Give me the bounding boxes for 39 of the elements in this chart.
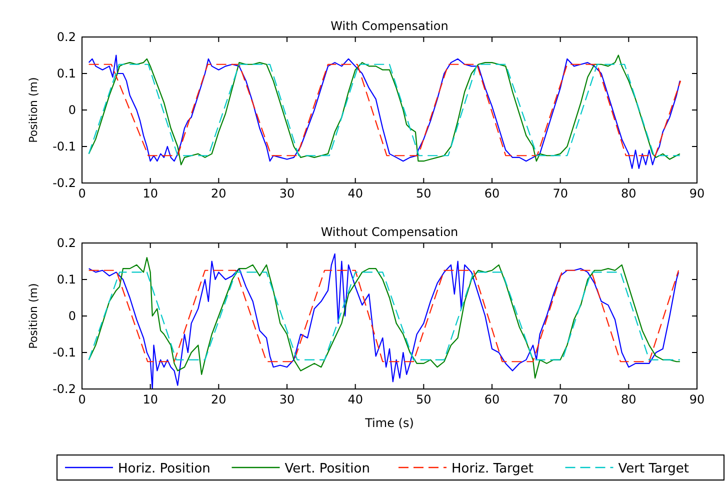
y-tick-label: 0 bbox=[68, 308, 76, 323]
x-tick-label: 80 bbox=[621, 186, 636, 201]
y-tick-label: 0.1 bbox=[56, 272, 76, 286]
y-axis-title: Position (m) bbox=[27, 283, 40, 349]
x-tick-label: 70 bbox=[552, 392, 568, 407]
x-tick-label: 90 bbox=[689, 392, 705, 407]
x-tick-label: 0 bbox=[78, 186, 86, 201]
x-tick-label: 50 bbox=[416, 186, 432, 201]
x-tick-label: 40 bbox=[348, 186, 363, 201]
x-tick-label: 10 bbox=[142, 392, 158, 407]
y-tick-label: -0.1 bbox=[52, 345, 76, 360]
y-tick-label: 0.2 bbox=[56, 236, 76, 250]
y-tick-label: 0.2 bbox=[56, 30, 76, 44]
legend-label: Horiz. Target bbox=[452, 462, 534, 476]
x-tick-label: 40 bbox=[348, 392, 363, 407]
x-axis-title: Time (s) bbox=[364, 416, 414, 430]
y-axis-title: Position (m) bbox=[27, 77, 40, 143]
legend-label: Vert Target bbox=[618, 462, 689, 476]
y-tick-label: -0.2 bbox=[52, 382, 76, 396]
x-tick-label: 70 bbox=[552, 186, 568, 201]
legend-label: Horiz. Position bbox=[118, 462, 210, 476]
x-tick-label: 60 bbox=[484, 392, 500, 407]
x-tick-label: 20 bbox=[211, 186, 226, 201]
y-tick-label: -0.2 bbox=[52, 176, 76, 190]
x-tick-label: 0 bbox=[78, 392, 86, 407]
x-tick-label: 90 bbox=[689, 186, 705, 201]
y-tick-label: 0.1 bbox=[56, 66, 76, 80]
y-tick-label: -0.1 bbox=[52, 139, 76, 154]
x-tick-label: 20 bbox=[211, 392, 226, 407]
y-tick-label: 0 bbox=[68, 102, 76, 117]
legend-label: Vert. Position bbox=[284, 462, 370, 476]
x-tick-label: 50 bbox=[416, 392, 432, 407]
x-tick-label: 60 bbox=[484, 186, 500, 201]
chart-title: With Compensation bbox=[330, 19, 448, 33]
x-tick-label: 80 bbox=[621, 392, 636, 407]
chart-title: Without Compensation bbox=[320, 225, 458, 239]
x-tick-label: 10 bbox=[142, 186, 158, 201]
x-tick-label: 30 bbox=[279, 186, 295, 201]
x-tick-label: 30 bbox=[279, 392, 295, 407]
